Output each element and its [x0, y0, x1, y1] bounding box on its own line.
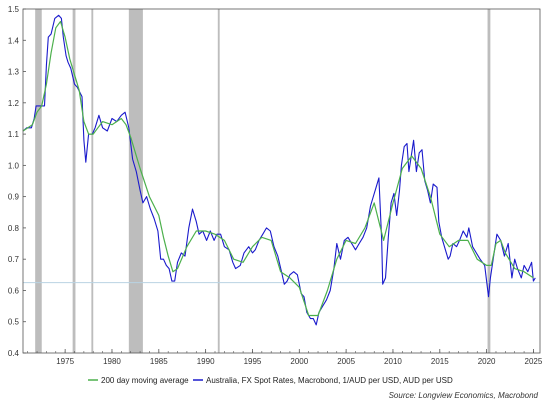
shaded-period-2 [91, 9, 94, 353]
y-tick-label: 0.8 [8, 224, 20, 233]
y-axis: 0.4 0.5 0.6 0.7 0.8 0.9 1.0 1.1 1.2 1.3 1.4 1.5 [8, 5, 26, 358]
y-tick-label: 0.6 [8, 286, 20, 295]
shaded-periods [35, 9, 491, 353]
x-axis: 1975 1980 1985 1990 1995 2000 2005 2010 2015 2020… [27, 349, 543, 366]
series-lines [22, 14, 536, 326]
x-tick-label: 1980 [103, 357, 121, 366]
y-tick-label: 0.4 [8, 349, 20, 358]
legend-moving-average-label: 200 day moving average [101, 376, 189, 385]
y-tick-label: 1.0 [8, 161, 20, 170]
x-tick-label: 2000 [290, 357, 308, 366]
x-tick-label: 1990 [197, 357, 215, 366]
x-tick-label: 2025 [525, 357, 543, 366]
y-tick-label: 1.4 [8, 36, 20, 45]
shaded-period-0 [35, 9, 42, 353]
source-note: Source: Longview Economics, Macrobond [389, 391, 539, 400]
y-tick-label: 0.7 [8, 255, 20, 264]
x-tick-label: 2020 [478, 357, 496, 366]
y-tick-label: 1.3 [8, 68, 20, 77]
plot-frame [22, 8, 541, 354]
x-tick-label: 2015 [431, 357, 449, 366]
x-tick-label: 1975 [56, 357, 74, 366]
shaded-period-5 [487, 9, 491, 353]
y-tick-label: 0.5 [8, 318, 20, 327]
x-tick-label: 2010 [384, 357, 402, 366]
y-tick-label: 0.9 [8, 193, 20, 202]
spot-rate-series-line [22, 14, 536, 326]
legend: 200 day moving average Australia, FX Spot… [88, 376, 453, 385]
legend-spot-rate-label: Australia, FX Spot Rates, Macrobond, 1/A… [206, 376, 453, 385]
y-tick-label: 1.1 [8, 130, 20, 139]
moving-average-series-line [22, 20, 534, 317]
x-tick-label: 1985 [150, 357, 168, 366]
y-tick-label: 1.5 [8, 5, 20, 14]
y-tick-label: 1.2 [8, 99, 20, 108]
x-tick-label: 2005 [337, 357, 355, 366]
shaded-period-4 [217, 9, 220, 353]
x-tick-label: 1995 [244, 357, 262, 366]
shaded-period-3 [128, 9, 143, 353]
shaded-period-1 [72, 9, 76, 353]
